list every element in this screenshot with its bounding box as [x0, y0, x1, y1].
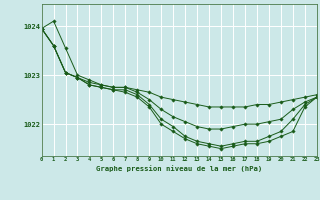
- X-axis label: Graphe pression niveau de la mer (hPa): Graphe pression niveau de la mer (hPa): [96, 165, 262, 172]
